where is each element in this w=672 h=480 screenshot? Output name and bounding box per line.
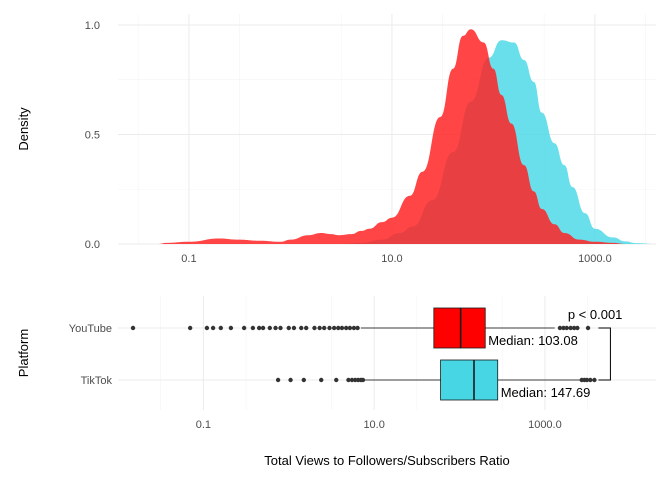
outlier-point xyxy=(575,325,580,331)
outlier-point xyxy=(351,325,357,331)
x-axis-title: Total Views to Followers/Subscribers Rat… xyxy=(264,453,509,468)
bracket-line xyxy=(598,327,611,381)
outlier-point xyxy=(241,325,247,331)
outlier-point xyxy=(130,325,136,331)
density-panel: 0.0 0.5 1.0 0.1 10.0 1000.0 Density xyxy=(16,14,656,265)
outlier-point xyxy=(312,325,317,331)
outlier-point xyxy=(267,325,273,331)
density-area-youtube xyxy=(158,29,656,244)
outlier-point xyxy=(343,325,349,331)
outlier-point xyxy=(564,325,569,331)
boxplot-y-tick-label: TikTok xyxy=(81,375,113,387)
density-x-tick-label: 1000.0 xyxy=(578,253,612,265)
boxplot-x-tick-label: 10.0 xyxy=(363,419,384,431)
boxplot-y-ticks: YouTube TikTok xyxy=(69,323,113,387)
outlier-point xyxy=(585,325,591,331)
box-iqr xyxy=(440,359,499,401)
outlier-point xyxy=(571,325,577,331)
boxplot-x-tick-label: 0.1 xyxy=(196,419,211,431)
density-y-tick-label: 0.0 xyxy=(85,239,100,251)
outlier-point xyxy=(568,325,573,331)
outlier-point xyxy=(260,325,266,331)
outlier-point xyxy=(588,377,593,383)
outlier-point xyxy=(291,325,297,331)
median-label: Median: 103.08 xyxy=(488,333,578,348)
outlier-point xyxy=(273,325,278,331)
outlier-point xyxy=(360,377,366,383)
p-value-label: p < 0.001 xyxy=(568,307,623,322)
outlier-point xyxy=(303,325,309,331)
outlier-point xyxy=(336,325,341,331)
significance-bracket: p < 0.001 xyxy=(568,307,623,381)
boxplot-y-axis-title: Platform xyxy=(16,329,31,377)
boxplot-y-tick-label: YouTube xyxy=(69,323,112,335)
outlier-point xyxy=(347,325,353,331)
outlier-point xyxy=(278,325,283,331)
outlier-point xyxy=(319,377,324,383)
density-y-tick-label: 0.5 xyxy=(85,129,100,141)
density-x-ticks: 0.1 10.0 1000.0 xyxy=(181,253,611,265)
density-y-tick-label: 1.0 xyxy=(85,20,100,32)
outlier-point xyxy=(301,377,307,383)
outlier-point xyxy=(288,377,293,383)
boxplot-x-tick-label: 1000.0 xyxy=(528,419,562,431)
outlier-point xyxy=(250,325,256,331)
boxplot-x-ticks: 0.1 10.0 1000.0 xyxy=(196,419,562,431)
outlier-point xyxy=(256,325,262,331)
outlier-point xyxy=(210,325,216,331)
outlier-point xyxy=(592,377,597,383)
box-iqr xyxy=(433,307,486,349)
outlier-point xyxy=(327,325,332,331)
boxplot-tiktok: Median: 147.69 xyxy=(275,359,597,401)
median-label: Median: 147.69 xyxy=(501,385,591,400)
outlier-point xyxy=(187,325,193,331)
outlier-point xyxy=(334,377,339,383)
outlier-point xyxy=(346,377,351,383)
boxplot-boxes: Median: 103.08 Median: 147.69 xyxy=(130,307,597,401)
density-areas xyxy=(158,29,656,244)
boxplot-youtube: Median: 103.08 xyxy=(130,307,591,349)
outlier-point xyxy=(218,325,224,331)
density-x-tick-label: 0.1 xyxy=(181,253,196,265)
outlier-point xyxy=(339,325,345,331)
density-x-tick-label: 10.0 xyxy=(381,253,402,265)
boxplot-panel: Median: 103.08 Median: 147.69 YouTube TikT… xyxy=(16,296,656,468)
outlier-point xyxy=(317,325,322,331)
outlier-point xyxy=(275,377,281,383)
outlier-point xyxy=(299,325,304,331)
outlier-point xyxy=(331,325,337,331)
outlier-point xyxy=(557,325,563,331)
outlier-point xyxy=(349,377,355,383)
outlier-point xyxy=(355,325,360,331)
outlier-point xyxy=(286,325,291,331)
outlier-point xyxy=(204,325,210,331)
outlier-point xyxy=(321,325,327,331)
outlier-point xyxy=(584,377,590,383)
outlier-point xyxy=(228,325,234,331)
density-y-ticks: 0.0 0.5 1.0 xyxy=(85,20,100,251)
density-y-axis-title: Density xyxy=(16,107,31,151)
outlier-point xyxy=(561,325,566,331)
